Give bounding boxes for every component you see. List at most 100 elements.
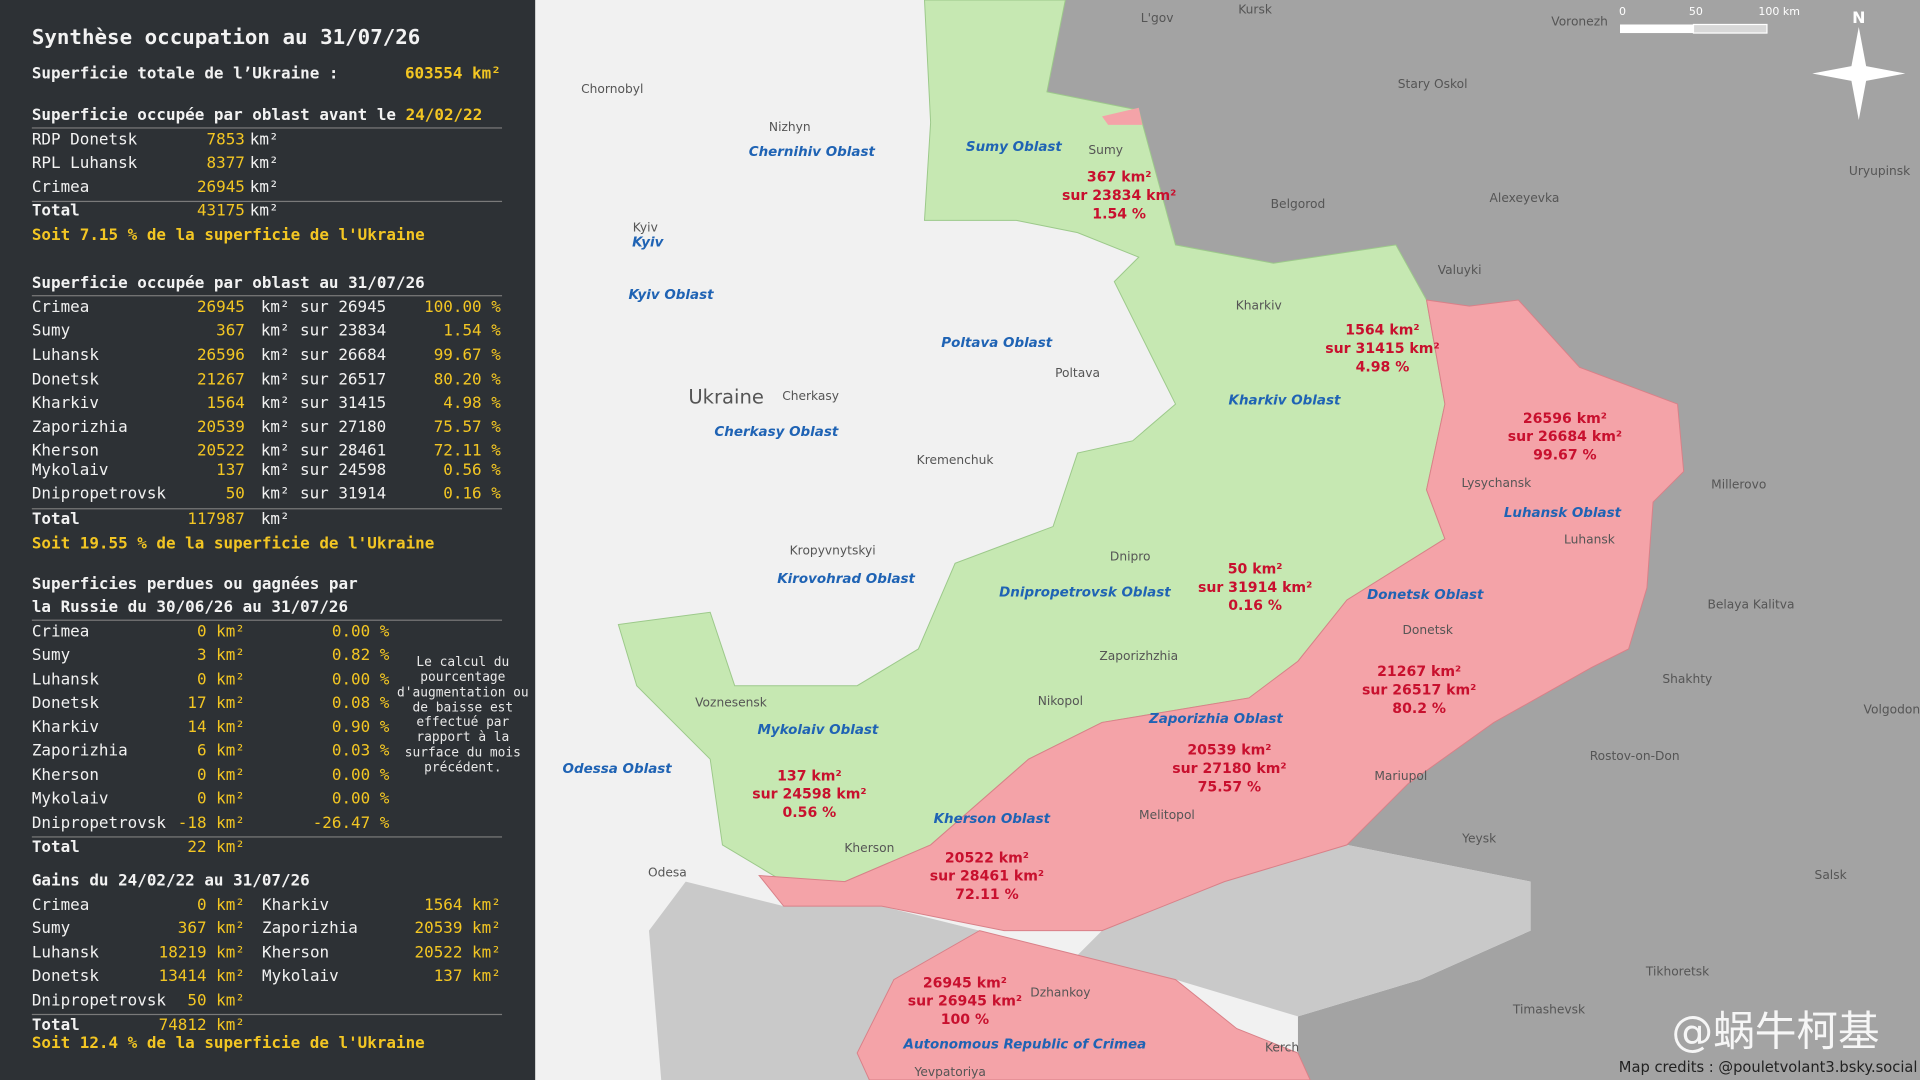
occupation-label: 75.57 %: [1198, 779, 1262, 795]
occupied-crimea: [856, 930, 1311, 1080]
table-cell: 1564 km²: [424, 896, 501, 915]
table-cell: sur 23834: [300, 322, 387, 341]
oblast-label: Cherkasy Oblast: [714, 425, 838, 440]
city-label: Alexeyevka: [1490, 191, 1560, 205]
separator: [31, 836, 503, 838]
city-label: Odesa: [648, 866, 687, 880]
country-label: Ukraine: [688, 385, 764, 408]
table-cell: km²: [249, 131, 279, 150]
table-cell: Zaporizhia: [262, 919, 358, 938]
table-cell: sur 31914: [300, 484, 387, 504]
credits: Map credits : @pouletvolant3.bsky.social: [1619, 1059, 1918, 1076]
separator: [31, 1013, 503, 1016]
table-cell: 367 km²: [177, 919, 245, 938]
occupation-label: sur 27180 km²: [1172, 761, 1286, 777]
table-cell: Dnipropetrovsk: [31, 991, 167, 1011]
table-cell: RPL Luhansk: [31, 154, 138, 173]
city-label: Millerovo: [1711, 477, 1766, 491]
occupation-label: sur 23834 km²: [1062, 188, 1176, 204]
oblast-label: Mykolaiv Oblast: [758, 723, 879, 738]
table-cell: sur 31415: [300, 394, 387, 413]
map: Sumy Oblast Chernihiv Oblast Kyiv Kyiv Obla…: [535, 0, 1920, 1080]
city-label: Shakhty: [1662, 672, 1712, 686]
table-cell: -26.47 %: [312, 814, 390, 833]
table-cell: km²: [260, 298, 290, 318]
city-label: Dzhankoy: [1030, 986, 1090, 1000]
table-cell: 18219 km²: [158, 944, 245, 963]
table-cell: 20522 km²: [414, 944, 501, 963]
city-label: Nizhyn: [769, 120, 811, 134]
heading-date: 24/02/22: [405, 106, 483, 125]
table-cell: 0.16 %: [443, 484, 501, 504]
occupation-label: sur 26684 km²: [1508, 429, 1622, 445]
oblast-label: Sumy Oblast: [966, 140, 1063, 155]
table-cell: Total: [31, 1016, 80, 1035]
occupation-label: sur 31415 km²: [1325, 341, 1439, 357]
table-cell: 0.03 %: [331, 742, 390, 761]
section-heading: la Russie du 30/06/26 au 31/07/26: [31, 598, 349, 618]
table-cell: sur 27180: [300, 418, 387, 438]
table-cell: 21267: [196, 371, 245, 390]
city-label: Volgodon: [1864, 703, 1920, 717]
table-cell: Crimea: [31, 896, 90, 915]
table-cell: 20539: [196, 418, 245, 438]
scale-bar: [1692, 23, 1768, 34]
table-cell: 6 km²: [196, 742, 245, 761]
table-cell: Luhansk: [31, 346, 99, 365]
table-cell: -18 km²: [177, 814, 245, 833]
scale-label: 0: [1619, 5, 1626, 18]
note-line: Le calcul du: [416, 655, 510, 670]
table-cell: km²: [249, 154, 279, 173]
total-value: 603554 km²: [404, 64, 501, 84]
occupation-label: sur 24598 km²: [752, 787, 866, 803]
occupation-label: 50 km²: [1228, 561, 1283, 577]
table-cell: km²: [260, 442, 290, 461]
table-cell: 50: [225, 484, 245, 504]
table-cell: 4.98 %: [443, 394, 501, 413]
table-cell: 137: [216, 461, 245, 480]
compass: [1812, 26, 1906, 121]
table-cell: Sumy: [31, 322, 71, 341]
table-cell: 22 km²: [187, 838, 245, 858]
scale-bar: [1620, 24, 1694, 34]
black-sea: [648, 881, 980, 1080]
table-cell: Dnipropetrovsk: [31, 814, 167, 833]
note-line: effectué par: [416, 715, 510, 731]
table-cell: 26945: [196, 298, 245, 318]
city-label: Kherson: [844, 841, 894, 855]
table-cell: 0 km²: [196, 671, 245, 690]
section-heading: Superficie occupée par oblast au 31/07/2…: [31, 274, 425, 293]
table-cell: Crimea: [31, 178, 90, 198]
table-cell: Donetsk: [31, 694, 99, 713]
table-cell: 0.56 %: [443, 461, 501, 480]
table-cell: km²: [260, 461, 290, 480]
city-label: Kremenchuk: [917, 453, 995, 467]
separator: [31, 508, 503, 510]
city-label: Kharkiv: [1236, 299, 1282, 313]
occupation-label: 4.98 %: [1356, 359, 1410, 375]
table-cell: 0 km²: [196, 789, 245, 809]
oblast-label: Odessa Oblast: [563, 762, 673, 777]
table-cell: km²: [249, 202, 279, 221]
occupied-area: [1102, 107, 1143, 125]
occupation-label: 0.16 %: [1228, 598, 1282, 614]
city-label: Lysychansk: [1461, 476, 1532, 490]
oblast-label: Kherson Oblast: [934, 812, 1051, 827]
table-cell: km²: [260, 322, 290, 341]
city-label: Zaporizhzhia: [1099, 649, 1178, 663]
occupation-label: 26596 km²: [1523, 411, 1607, 427]
oblast-label: Chernihiv Oblast: [749, 145, 876, 160]
city-label: Timashevsk: [1512, 1003, 1586, 1017]
city-label: Rostov-on-Don: [1590, 749, 1680, 763]
table-cell: 0 km²: [196, 766, 245, 785]
oblast-label: Donetsk Oblast: [1367, 588, 1484, 603]
table-cell: Kharkiv: [31, 718, 99, 738]
city-label: Kyiv: [633, 220, 658, 234]
north-label: N: [1852, 8, 1865, 27]
table-cell: Dnipropetrovsk: [31, 484, 167, 504]
table-cell: 0 km²: [196, 623, 245, 642]
table-cell: Luhansk: [31, 944, 99, 963]
table-cell: sur 28461: [300, 442, 387, 461]
separator: [31, 127, 503, 129]
table-cell: Luhansk: [31, 671, 99, 690]
